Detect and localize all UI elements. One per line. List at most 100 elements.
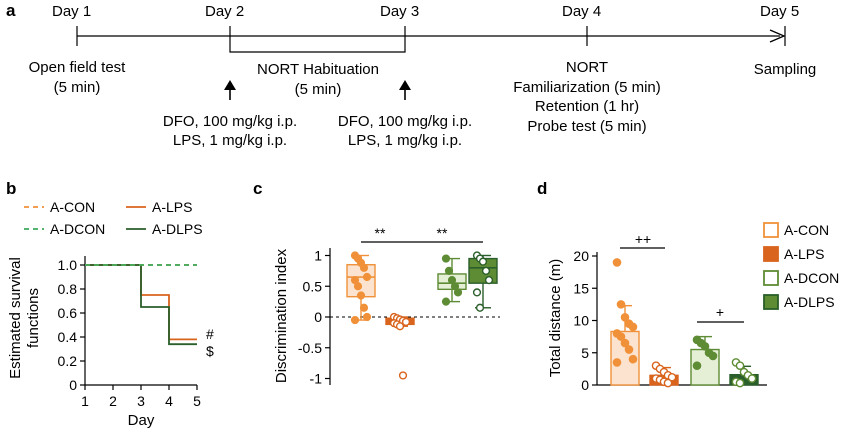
- legend-swatch-a-con: [763, 222, 779, 238]
- legend-label-a-dcon: A-DCON: [784, 270, 839, 286]
- panel-c-y-tick-label: 0.5: [303, 278, 323, 294]
- panel-label-d: d: [537, 179, 547, 198]
- panel-b-xlabel: Day: [128, 412, 155, 429]
- day-label-1: Day 1: [52, 3, 91, 20]
- day-label-5: Day 5: [760, 3, 799, 20]
- bar-point-a-lps: [667, 372, 677, 382]
- box-point-a-con: [362, 272, 372, 282]
- box-point-a-lps: [395, 322, 405, 331]
- panel-b-x-tick-label: 2: [109, 393, 117, 409]
- panel-b-y-tick-label: 0.8: [58, 281, 78, 297]
- panel-c-ylabel: Discrimination index: [273, 248, 290, 383]
- habituation-bracket: [229, 46, 406, 53]
- panel-c-y-tick-label: 0: [314, 309, 322, 325]
- open-field-duration: (5 min): [54, 79, 101, 96]
- bar-point-a-dlps: [747, 374, 757, 383]
- panel-d-ylabel: Total distance (m): [547, 259, 564, 377]
- panel-d-y-ticks: 0 5 10 15 20: [573, 248, 597, 393]
- box-point-a-dlps: [481, 266, 491, 275]
- nort-familiarization: Familiarization (5 min): [513, 79, 661, 96]
- survival-line-a-dlps: [85, 264, 197, 346]
- bar-point-a-con: [620, 312, 630, 322]
- box-point-a-dlps: [475, 303, 485, 312]
- bar-point-a-con: [628, 354, 638, 364]
- day-label-3: Day 3: [380, 3, 419, 20]
- open-field-text: Open field test: [29, 59, 127, 76]
- nort-retention: Retention (1 hr): [535, 98, 639, 115]
- bar-point-a-lps: [663, 378, 673, 388]
- box-point-a-con: [356, 291, 366, 300]
- panel-b-y-tick-label: 0: [69, 377, 77, 393]
- legend-label-dcon: A-DCON: [50, 221, 105, 237]
- bar-point-a-con: [624, 345, 634, 354]
- panel-b-y-ticks: 0 0.2 0.4 0.6 0.8 1.0: [58, 257, 85, 393]
- panel-d-sig-1: ++: [635, 231, 651, 247]
- panel-label-a: a: [6, 1, 16, 20]
- panel-b-y-tick-label: 0.2: [58, 353, 78, 369]
- panel-d-y-tick-label: 15: [573, 280, 589, 296]
- box-point-a-lps: [398, 371, 408, 380]
- panel-c-sig-1: **: [375, 225, 386, 241]
- bar-point-a-con: [612, 358, 622, 367]
- bar-point-a-con: [612, 258, 622, 267]
- panel-b-x-tick-label: 3: [137, 393, 145, 409]
- box-point-a-dcon: [441, 297, 451, 306]
- bar-point-a-con: [620, 338, 630, 348]
- panel-b-ylabel-line2: functions: [25, 288, 42, 348]
- panel-d: d 0 5 10 15 20 Total distance (m) ++ + A-CON…: [537, 179, 839, 393]
- panel-c-y-tick-label: -1: [310, 371, 323, 387]
- box-point-a-con: [353, 282, 363, 291]
- panel-a: a Day 1 Day 2 Day 3 Day 4 Day 5 Open fie…: [6, 1, 816, 149]
- panel-b: b A-CON A-LPS A-DCON A-DLPS 0 0.2 0.4 0.6 0.…: [6, 179, 214, 429]
- box-point-a-dcon: [453, 288, 463, 297]
- panel-b-y-tick-label: 0.6: [58, 305, 78, 321]
- box-point-a-con: [362, 312, 372, 322]
- bar-point-a-dcon: [692, 361, 702, 370]
- panel-label-c: c: [253, 179, 262, 198]
- injection-1-lps: LPS, 1 mg/kg i.p.: [173, 132, 287, 149]
- day-label-2: Day 2: [205, 3, 244, 20]
- box-point-a-dcon: [441, 254, 451, 263]
- panel-b-y-tick-label: 0.4: [58, 329, 78, 345]
- nort-probe-test: Probe test (5 min): [527, 118, 646, 135]
- panel-label-b: b: [6, 179, 16, 198]
- legend-label-dlps: A-DLPS: [152, 221, 203, 237]
- legend-swatch-a-dcon: [763, 270, 779, 286]
- injection-2-dfo: DFO, 100 mg/kg i.p.: [338, 113, 472, 130]
- bar-point-a-dcon: [700, 341, 710, 351]
- panel-c-y-tick-label: -0.5: [298, 340, 322, 356]
- panel-b-y-tick-label: 1.0: [58, 257, 78, 273]
- box-point-a-dcon: [444, 266, 454, 275]
- bar-point-a-dlps: [735, 378, 745, 388]
- panel-d-y-tick-label: 20: [573, 248, 589, 264]
- box-point-a-con: [359, 303, 369, 312]
- panel-d-legend: A-CON A-LPS A-DCON A-DLPS: [763, 222, 839, 310]
- panel-c-y-tick-label: 1: [314, 248, 322, 264]
- panel-b-x-ticks: 1 2 3 4 5: [81, 385, 201, 409]
- panel-b-x-tick-label: 1: [81, 393, 89, 409]
- bar-point-a-con: [616, 300, 626, 309]
- panel-d-sig-2: +: [716, 304, 724, 320]
- panel-d-y-tick-label: 0: [581, 377, 589, 393]
- timeline-arrowhead: [769, 29, 786, 43]
- injection-2-lps: LPS, 1 mg/kg i.p.: [348, 132, 462, 149]
- panel-c-y-ticks: 1 0.5 0 -0.5 -1: [298, 248, 500, 387]
- box-point-a-dlps: [484, 276, 494, 285]
- bar-point-a-con: [616, 332, 626, 341]
- panel-b-series: [85, 264, 197, 346]
- panel-b-x-tick-label: 4: [165, 393, 173, 409]
- day-label-4: Day 4: [562, 3, 601, 20]
- legend-label-a-dlps: A-DLPS: [784, 294, 835, 310]
- sig-dollar: $: [206, 343, 214, 359]
- legend-label-a-con: A-CON: [784, 222, 829, 238]
- panel-d-y-tick-label: 5: [581, 345, 589, 361]
- sig-hash: #: [206, 326, 214, 342]
- habituation-text: NORT Habituation: [257, 61, 379, 78]
- bar-point-a-dlps: [735, 361, 745, 370]
- box-point-a-con: [350, 315, 360, 325]
- injection-arrow-2: [399, 80, 411, 100]
- panel-c-sig-2: **: [437, 225, 448, 241]
- box-point-a-dlps: [478, 257, 488, 266]
- bar-point-a-con: [628, 322, 638, 332]
